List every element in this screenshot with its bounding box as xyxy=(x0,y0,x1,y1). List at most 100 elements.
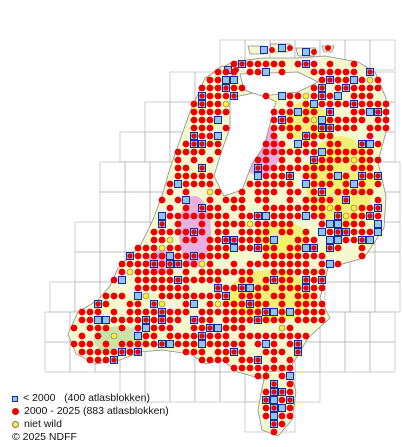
grid-cell xyxy=(74,251,101,283)
map-legend: < 2000 (400 atlasblokken) 2000 - 2025 (8… xyxy=(12,392,169,444)
recent-marker xyxy=(222,356,230,364)
recent-marker xyxy=(294,268,302,276)
recent-marker xyxy=(278,164,286,172)
recent-marker xyxy=(286,196,294,204)
recent-marker xyxy=(238,84,246,92)
recent-marker xyxy=(318,212,326,220)
recent-marker xyxy=(182,332,190,340)
recent-marker xyxy=(294,60,302,68)
recent-marker xyxy=(110,276,118,284)
recent-marker xyxy=(263,309,269,315)
recent-marker xyxy=(262,92,270,100)
recent-marker xyxy=(182,284,190,292)
recent-marker xyxy=(206,292,214,300)
recent-marker xyxy=(230,340,238,348)
recent-marker xyxy=(334,140,342,148)
recent-marker xyxy=(238,316,246,324)
recent-marker xyxy=(150,316,158,324)
recent-marker xyxy=(302,260,310,268)
recent-marker xyxy=(214,356,222,364)
recent-marker xyxy=(286,412,294,420)
not-wild-dots xyxy=(110,76,374,340)
recent-marker xyxy=(366,228,374,236)
recent-marker xyxy=(166,212,174,220)
recent-marker xyxy=(311,245,317,251)
not-wild-marker xyxy=(366,76,374,84)
recent-marker xyxy=(342,220,350,228)
recent-marker xyxy=(86,324,94,332)
recent-marker xyxy=(206,236,214,244)
recent-marker xyxy=(310,188,318,196)
grid-cell xyxy=(369,341,396,373)
recent-marker xyxy=(182,188,190,196)
recent-marker xyxy=(118,268,126,276)
recent-marker xyxy=(214,252,222,260)
recent-marker xyxy=(198,308,206,316)
recent-marker xyxy=(374,124,382,132)
recent-marker xyxy=(310,124,318,132)
recent-marker xyxy=(206,92,214,100)
pre-2000-marker xyxy=(118,276,126,284)
recent-marker xyxy=(126,260,134,268)
recent-marker xyxy=(231,349,237,355)
recent-marker xyxy=(182,236,190,244)
pre-2000-marker xyxy=(190,300,198,308)
recent-marker xyxy=(254,60,262,68)
recent-marker xyxy=(182,300,190,308)
recent-marker xyxy=(206,244,214,252)
recent-marker xyxy=(310,308,318,316)
recent-marker xyxy=(214,204,222,212)
recent-marker xyxy=(166,228,174,236)
recent-marker xyxy=(302,116,310,124)
recent-marker xyxy=(233,67,239,73)
recent-marker xyxy=(342,100,350,108)
grid-cell xyxy=(144,101,171,133)
recent-marker xyxy=(135,349,141,355)
recent-marker xyxy=(182,252,190,260)
recent-marker xyxy=(230,84,238,92)
pre-2000-marker xyxy=(326,220,334,228)
recent-marker xyxy=(214,292,222,300)
recent-marker xyxy=(318,204,326,212)
recent-marker xyxy=(134,252,142,260)
not-wild-marker xyxy=(126,268,134,276)
recent-marker xyxy=(286,220,294,228)
pre-2000-marker xyxy=(262,340,270,348)
recent-marker xyxy=(222,92,230,100)
pre-2000-marker xyxy=(302,244,310,252)
recent-marker xyxy=(350,148,358,156)
recent-marker xyxy=(158,276,166,284)
recent-marker xyxy=(366,172,374,180)
recent-marker xyxy=(286,228,294,236)
recent-marker xyxy=(286,244,294,252)
recent-marker xyxy=(294,92,302,100)
recent-marker xyxy=(326,172,334,180)
recent-marker xyxy=(318,316,326,324)
recent-marker xyxy=(110,348,118,356)
recent-marker xyxy=(254,156,262,164)
recent-marker xyxy=(382,108,390,116)
recent-marker xyxy=(166,284,174,292)
recent-marker xyxy=(174,252,182,260)
recent-marker xyxy=(182,308,190,316)
recent-marker xyxy=(190,340,198,348)
recent-marker xyxy=(222,212,230,220)
recent-marker xyxy=(358,220,366,228)
recent-marker xyxy=(327,77,333,83)
pre-2000-marker xyxy=(350,76,358,84)
recent-marker xyxy=(310,148,318,156)
recent-marker xyxy=(366,188,374,196)
recent-marker xyxy=(86,356,94,364)
recent-marker xyxy=(350,220,358,228)
recent-marker xyxy=(374,100,382,108)
recent-marker xyxy=(254,308,262,316)
recent-marker xyxy=(334,124,342,132)
recent-marker xyxy=(254,228,262,236)
recent-marker xyxy=(262,316,270,324)
recent-marker xyxy=(262,60,270,68)
recent-marker xyxy=(319,93,325,99)
grid-cell xyxy=(349,281,376,313)
recent-marker xyxy=(310,84,318,92)
recent-marker xyxy=(366,204,374,212)
recent-marker xyxy=(167,261,173,267)
